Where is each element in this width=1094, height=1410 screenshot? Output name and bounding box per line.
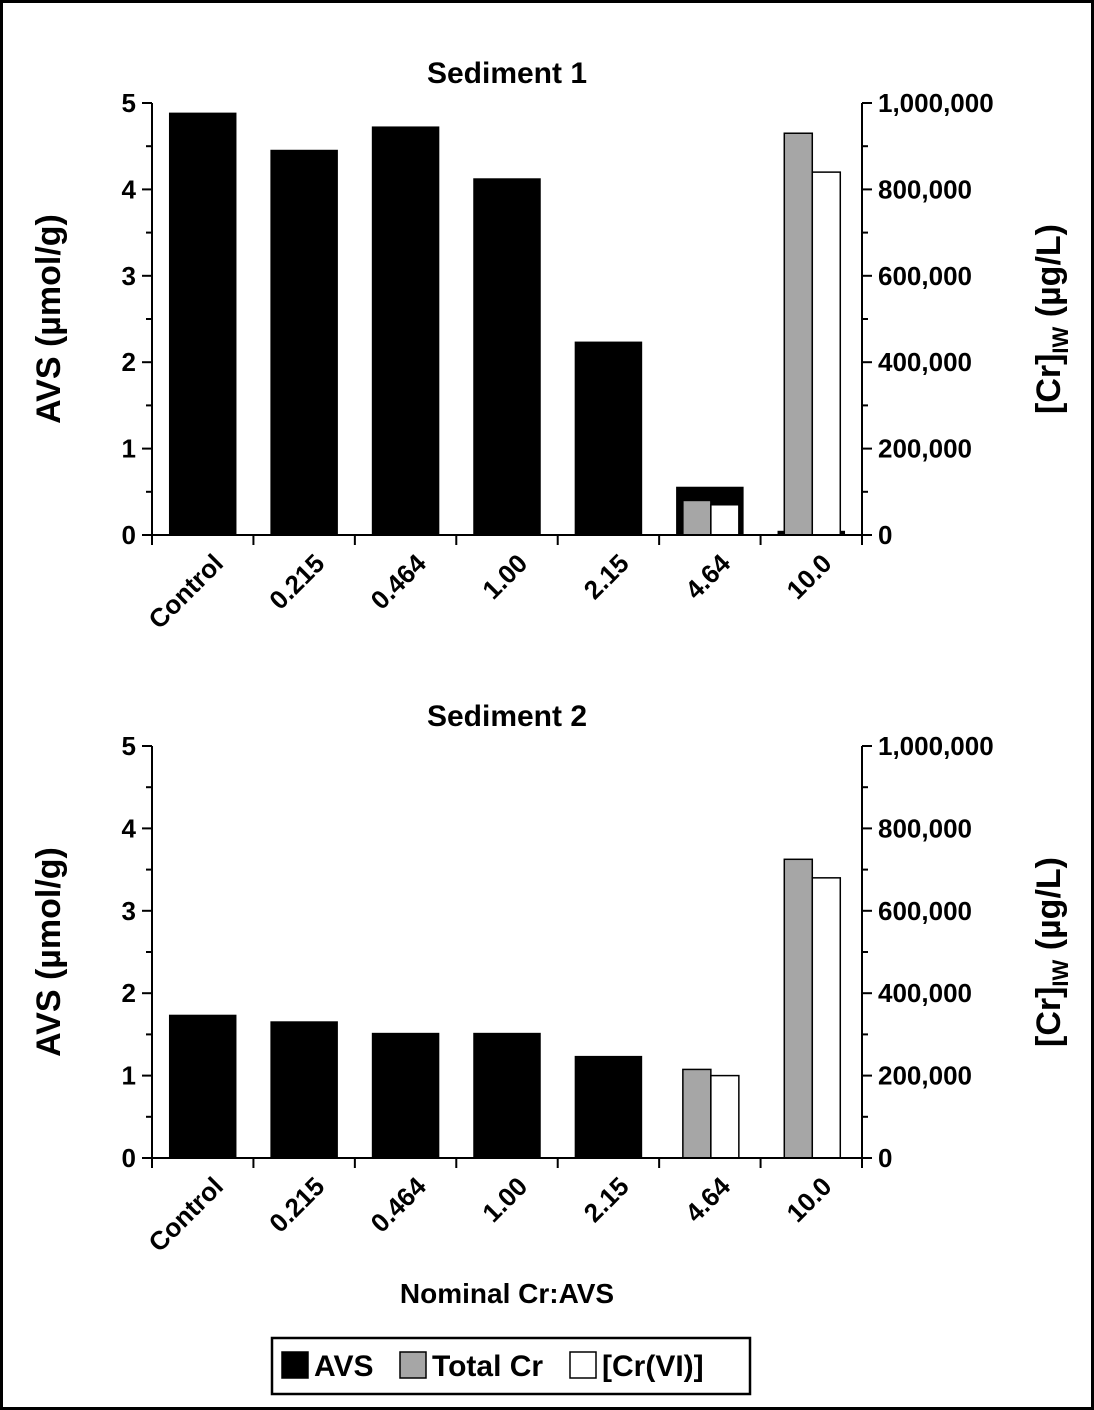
chart2-right-tick-label: 200,000	[878, 1061, 972, 1091]
chart2-left-tick-label: 2	[122, 978, 136, 1008]
chart1-left-tick-label: 2	[122, 347, 136, 377]
chart2-left-tick-label: 5	[122, 731, 136, 761]
chart1-left-tick-label: 5	[122, 88, 136, 118]
chart1-bar-avs	[574, 341, 643, 536]
legend-swatch-1	[281, 1351, 309, 1379]
chart1-title: Sediment 1	[427, 57, 587, 90]
chart2-bar-cr-vi	[811, 877, 842, 1159]
chart1-right-tick-label: 800,000	[878, 174, 972, 204]
chart2-bar-total-cr	[783, 858, 814, 1159]
chart2-bar-avs	[371, 1032, 440, 1159]
chart1-right-tick-label: 0	[878, 520, 892, 550]
chart1-bar-avs	[168, 112, 237, 536]
legend-label-1: AVS	[314, 1350, 373, 1383]
chart1-right-tick-label: 200,000	[878, 434, 972, 464]
legend-swatch-2	[399, 1351, 427, 1379]
legend-label-2: Total Cr	[432, 1350, 543, 1383]
chart2-right-tick-label: 600,000	[878, 896, 972, 926]
chart2-left-tick-label: 3	[122, 896, 136, 926]
chart1-right-tick-label: 1,000,000	[878, 88, 994, 118]
chart2-y-axis-title: AVS (µmol/g)	[30, 847, 68, 1057]
chart1-bar-avs	[473, 178, 541, 536]
chart2-right-tick-label: 0	[878, 1143, 892, 1173]
chart1-bar-cr-vi	[710, 504, 740, 536]
chart2-title: Sediment 2	[427, 700, 587, 733]
chart1-left-tick-label: 0	[122, 520, 136, 550]
chart1-bar-avs	[270, 149, 338, 536]
chart2-right-tick-label: 800,000	[878, 813, 972, 843]
chart2-bar-cr-vi	[710, 1074, 740, 1159]
chart1-left-tick-label: 3	[122, 261, 136, 291]
chart2-left-tick-label: 4	[122, 813, 137, 843]
chart2-bar-avs	[168, 1014, 237, 1159]
chart1-right-tick-label: 600,000	[878, 261, 972, 291]
chart1-bar-avs	[371, 126, 440, 536]
chart2-right-tick-label: 400,000	[878, 978, 972, 1008]
chart1-right-tick-label: 400,000	[878, 347, 972, 377]
chart1-bar-cr-vi	[811, 171, 842, 536]
legend-swatch-3	[569, 1351, 597, 1379]
chart2-bar-avs	[270, 1021, 338, 1159]
chart1-bar-total-cr	[682, 499, 712, 536]
chart1-left-tick-label: 1	[122, 434, 136, 464]
chart1-left-tick-label: 4	[122, 174, 137, 204]
chart2-bar-total-cr	[682, 1068, 712, 1159]
chart2-left-tick-label: 0	[122, 1143, 136, 1173]
legend-label-3: [Cr(VI)]	[602, 1350, 704, 1383]
chart2-x-axis-title: Nominal Cr:AVS	[400, 1278, 614, 1309]
chart2-y2-axis-title: [Cr]IW (µg/L)	[1030, 857, 1073, 1047]
chart2-bar-avs	[473, 1032, 541, 1159]
chart2-left-tick-label: 1	[122, 1061, 136, 1091]
chart1-y-axis-title: AVS (µmol/g)	[30, 214, 68, 424]
legend-box	[270, 1336, 752, 1396]
chart1-y2-axis-title: [Cr]IW (µg/L)	[1030, 224, 1073, 414]
chart2-bar-avs	[574, 1055, 643, 1159]
chart1-bar-total-cr	[783, 132, 814, 536]
chart2-right-tick-label: 1,000,000	[878, 731, 994, 761]
